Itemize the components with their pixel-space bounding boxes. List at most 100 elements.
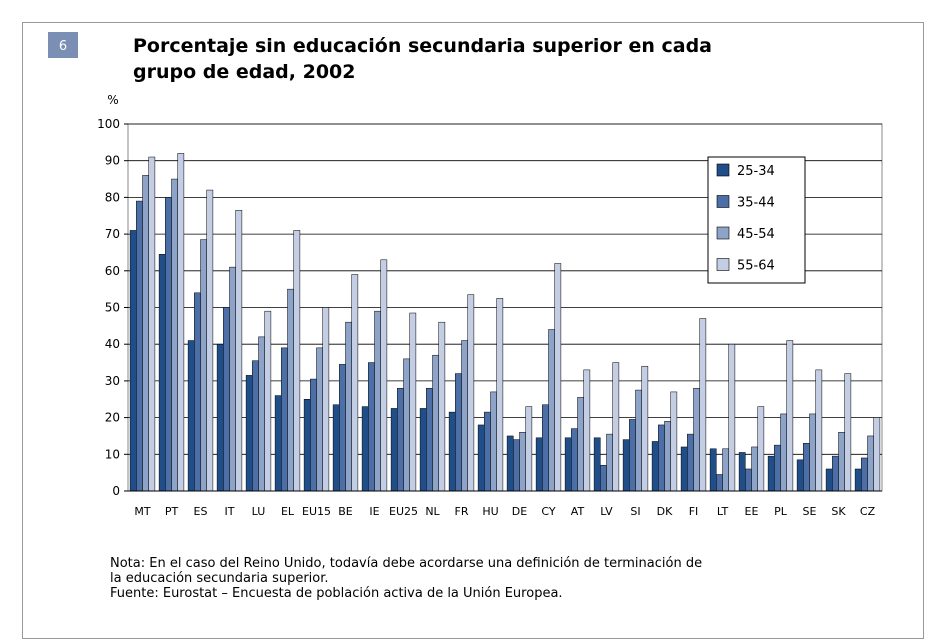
bar — [368, 362, 375, 492]
bar — [419, 408, 427, 492]
x-tick-label: CY — [541, 505, 555, 518]
y-tick-label: 50 — [105, 301, 120, 315]
bar — [409, 312, 417, 492]
bar — [873, 417, 881, 492]
y-tick-label: 80 — [105, 190, 120, 204]
bar — [738, 452, 746, 492]
bar — [651, 441, 659, 492]
bar — [332, 404, 340, 492]
note: Fuente: Eurostat – Encuesta de población… — [110, 586, 563, 601]
bar — [693, 387, 700, 492]
legend-label: 25-34 — [737, 164, 775, 179]
bar — [658, 424, 665, 492]
x-tick-label: PL — [774, 505, 788, 518]
bar — [745, 468, 752, 492]
bar — [709, 448, 717, 492]
bar — [751, 446, 758, 492]
bar — [577, 397, 584, 492]
y-tick-label: 70 — [105, 227, 120, 241]
bar — [612, 362, 620, 492]
bar — [861, 457, 868, 492]
bar — [148, 156, 156, 492]
x-tick-label: EU25 — [389, 505, 418, 518]
bar — [670, 391, 678, 492]
y-tick-label: 90 — [105, 154, 120, 168]
bar — [258, 336, 265, 492]
bar — [194, 292, 201, 492]
bar — [390, 408, 398, 492]
bar — [455, 373, 462, 492]
bar — [600, 465, 607, 492]
x-tick-label: HU — [482, 505, 498, 518]
x-tick-label: PT — [165, 505, 179, 518]
bar — [316, 347, 323, 492]
y-tick-label: 60 — [105, 264, 120, 278]
bar — [293, 230, 301, 492]
y-tick-label: 40 — [105, 337, 120, 351]
chart-title: Porcentaje sin educación secundaria supe… — [133, 35, 712, 57]
bar — [165, 197, 172, 492]
bar — [629, 419, 636, 492]
x-tick-label: LV — [600, 505, 613, 518]
y-tick-label: 30 — [105, 374, 120, 388]
bar — [687, 433, 694, 492]
bar — [339, 364, 346, 492]
bar — [310, 378, 317, 492]
bar — [136, 200, 143, 492]
bar — [171, 178, 178, 492]
x-tick-label: AT — [571, 505, 585, 518]
x-tick-label: DE — [512, 505, 527, 518]
x-tick-label: SK — [831, 505, 846, 518]
bar — [635, 389, 642, 492]
x-tick-label: EU15 — [302, 505, 331, 518]
bar — [467, 294, 475, 492]
bar — [767, 455, 775, 492]
y-tick-label: 10 — [105, 447, 120, 461]
legend-swatch — [716, 195, 730, 208]
note: la educación secundaria superior. — [110, 571, 329, 586]
bar — [484, 411, 491, 492]
bar — [461, 340, 468, 492]
x-tick-label: EE — [745, 505, 759, 518]
bar — [780, 413, 787, 492]
bar — [542, 404, 549, 492]
bar — [158, 254, 166, 492]
bar — [699, 318, 707, 492]
y-axis-label: % — [107, 93, 118, 107]
bar — [757, 406, 765, 492]
bar — [622, 439, 630, 492]
y-tick-label: 20 — [105, 411, 120, 425]
legend-label: 45-54 — [737, 227, 775, 242]
bar — [716, 474, 723, 492]
bar — [403, 358, 410, 492]
bar — [287, 288, 294, 492]
bar — [200, 239, 207, 492]
bar — [129, 230, 137, 492]
bar — [825, 468, 833, 492]
bar — [380, 259, 388, 492]
y-tick-label: 0 — [112, 484, 120, 498]
bar — [252, 360, 259, 492]
bar — [438, 321, 446, 492]
x-tick-label: LT — [717, 505, 729, 518]
bar — [490, 391, 497, 492]
bar — [216, 343, 224, 492]
bar — [274, 395, 282, 492]
x-tick-label: MT — [134, 505, 150, 518]
bar — [728, 343, 736, 492]
bar — [496, 298, 504, 492]
bar — [554, 263, 562, 492]
bar — [477, 424, 485, 492]
bar — [361, 406, 369, 492]
bar — [264, 310, 272, 492]
chart-title: grupo de edad, 2002 — [133, 61, 356, 83]
badge: 6 — [59, 39, 67, 54]
x-tick-label: CZ — [860, 505, 876, 518]
x-tick-label: NL — [425, 505, 440, 518]
bar — [519, 432, 526, 492]
bar — [722, 448, 729, 492]
bar — [432, 354, 439, 492]
x-tick-label: IE — [369, 505, 379, 518]
x-tick-label: EL — [281, 505, 295, 518]
